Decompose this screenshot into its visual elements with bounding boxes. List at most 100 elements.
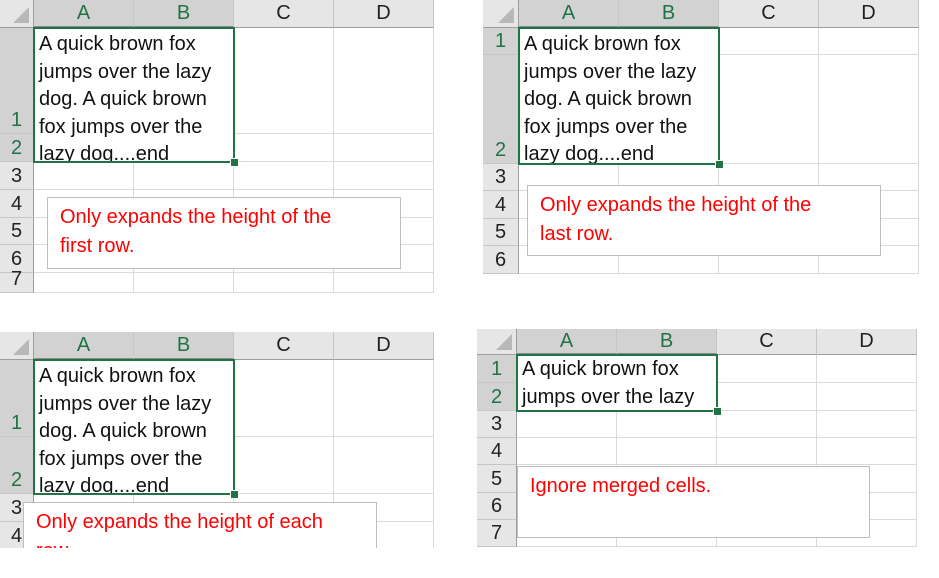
note-textbox[interactable]: Only expands the height of the last row.: [527, 185, 881, 256]
row-header-7[interactable]: 7: [477, 520, 517, 547]
row-header-6[interactable]: 6: [477, 493, 517, 520]
row-header-1[interactable]: 1: [477, 355, 517, 383]
note-textbox[interactable]: Ignore merged cells.: [517, 466, 870, 538]
merged-cell-A1-B2[interactable]: A quick brown fox jumps over the lazy dog.…: [33, 27, 235, 163]
cell-C1[interactable]: [234, 28, 334, 134]
column-header-A[interactable]: A: [517, 329, 617, 355]
row-header-5[interactable]: 5: [483, 219, 519, 246]
cell-D6[interactable]: [819, 246, 919, 274]
cell-C6[interactable]: [719, 246, 819, 274]
row-header-3[interactable]: 3: [0, 162, 34, 190]
fill-handle[interactable]: [715, 160, 724, 169]
cell-A7[interactable]: [34, 273, 134, 293]
select-all-corner[interactable]: [483, 0, 519, 28]
column-header-D[interactable]: D: [334, 332, 434, 360]
note-textbox[interactable]: Only expands the height of the first row.: [47, 197, 401, 269]
column-header-D[interactable]: D: [817, 329, 917, 355]
cell-D1[interactable]: [334, 28, 434, 134]
cell-C1[interactable]: [717, 355, 817, 383]
cell-text-line: lazy dog....end: [39, 143, 170, 163]
column-header-D[interactable]: D: [334, 0, 434, 28]
cell-B3[interactable]: [134, 162, 234, 190]
row-header-2[interactable]: 2: [483, 55, 519, 164]
cell-C1[interactable]: [719, 28, 819, 55]
row-header-1[interactable]: 1: [483, 28, 519, 55]
cell-B3[interactable]: [617, 411, 717, 438]
cell-D1[interactable]: [817, 355, 917, 383]
column-header-A[interactable]: A: [519, 0, 619, 28]
cell-D4[interactable]: [334, 522, 434, 548]
column-header-C[interactable]: C: [717, 329, 817, 355]
row-header-4[interactable]: 4: [483, 191, 519, 219]
cell-D1[interactable]: [819, 28, 919, 55]
column-header-B[interactable]: B: [134, 0, 234, 28]
fill-handle[interactable]: [230, 158, 239, 167]
merged-cell-A1-B2[interactable]: A quick brown fox jumps over the lazy dog.…: [518, 27, 720, 165]
fill-handle[interactable]: [230, 490, 239, 499]
cell-B6[interactable]: [619, 246, 719, 274]
row-header-1[interactable]: 1: [0, 28, 34, 134]
cell-C2[interactable]: [719, 55, 819, 164]
cell-text-line: jumps over the lazy: [524, 60, 697, 83]
cell-A3[interactable]: [34, 162, 134, 190]
row-header-4[interactable]: 4: [0, 190, 34, 218]
cell-D4[interactable]: [817, 438, 917, 465]
cell-D7[interactable]: [334, 273, 434, 293]
column-header-C[interactable]: C: [719, 0, 819, 28]
row-header-2[interactable]: 2: [0, 437, 34, 494]
row-header-4[interactable]: 4: [477, 438, 517, 465]
row-header-3[interactable]: 3: [483, 164, 519, 191]
row-header-3[interactable]: 3: [477, 411, 517, 438]
cell-D2[interactable]: [817, 383, 917, 411]
cell-D1[interactable]: [334, 360, 434, 437]
cell-D3[interactable]: [334, 162, 434, 190]
cell-A4[interactable]: [517, 438, 617, 465]
row-header-2[interactable]: 2: [0, 134, 34, 162]
cell-D2[interactable]: [334, 134, 434, 162]
cell-D2[interactable]: [819, 55, 919, 164]
row-header-6[interactable]: 6: [483, 246, 519, 274]
cell-C2[interactable]: [717, 383, 817, 411]
cell-C3[interactable]: [717, 411, 817, 438]
merged-cell-A1-B2[interactable]: A quick brown fox jumps over the lazy dog.…: [33, 359, 235, 495]
column-header-A[interactable]: A: [34, 332, 134, 360]
column-header-B[interactable]: B: [617, 329, 717, 355]
column-header-A[interactable]: A: [34, 0, 134, 28]
cell-D3[interactable]: [817, 411, 917, 438]
note-textbox[interactable]: Only expands the height of each row.: [23, 502, 377, 548]
column-header-B[interactable]: B: [134, 332, 234, 360]
cell-C3[interactable]: [234, 162, 334, 190]
cell-B4[interactable]: [617, 438, 717, 465]
cell-C7[interactable]: [234, 273, 334, 293]
column-header-B[interactable]: B: [619, 0, 719, 28]
note-text-line: first row.: [60, 235, 135, 257]
select-all-corner[interactable]: [477, 329, 517, 355]
cell-C2[interactable]: [234, 437, 334, 494]
column-header-C[interactable]: C: [234, 0, 334, 28]
row-header-5[interactable]: 5: [477, 465, 517, 493]
cell-B7[interactable]: [134, 273, 234, 293]
cell-A3[interactable]: [517, 411, 617, 438]
column-header-D[interactable]: D: [819, 0, 919, 28]
cell-C4[interactable]: [717, 438, 817, 465]
column-header-C[interactable]: C: [234, 332, 334, 360]
cell-C1[interactable]: [234, 360, 334, 437]
row-header-7[interactable]: 7: [0, 268, 34, 293]
row-header-5[interactable]: 5: [0, 218, 34, 245]
row-header-1[interactable]: 1: [0, 360, 34, 437]
select-all-corner[interactable]: [0, 0, 34, 28]
fill-handle[interactable]: [713, 407, 722, 416]
cell-D7[interactable]: [817, 520, 917, 547]
cell-A6[interactable]: [519, 246, 619, 274]
row-header-6[interactable]: 6: [0, 245, 34, 273]
merged-cell-A1-B2[interactable]: A quick brown fox jumps over the lazy: [516, 354, 718, 412]
select-all-corner[interactable]: [0, 332, 34, 360]
cell-C2[interactable]: [234, 134, 334, 162]
cell-D6[interactable]: [334, 245, 434, 273]
cell-D2[interactable]: [334, 437, 434, 494]
row-header-2[interactable]: 2: [477, 383, 517, 411]
cell-text-line: lazy dog....end: [524, 143, 655, 165]
cell-D3[interactable]: [334, 494, 434, 522]
